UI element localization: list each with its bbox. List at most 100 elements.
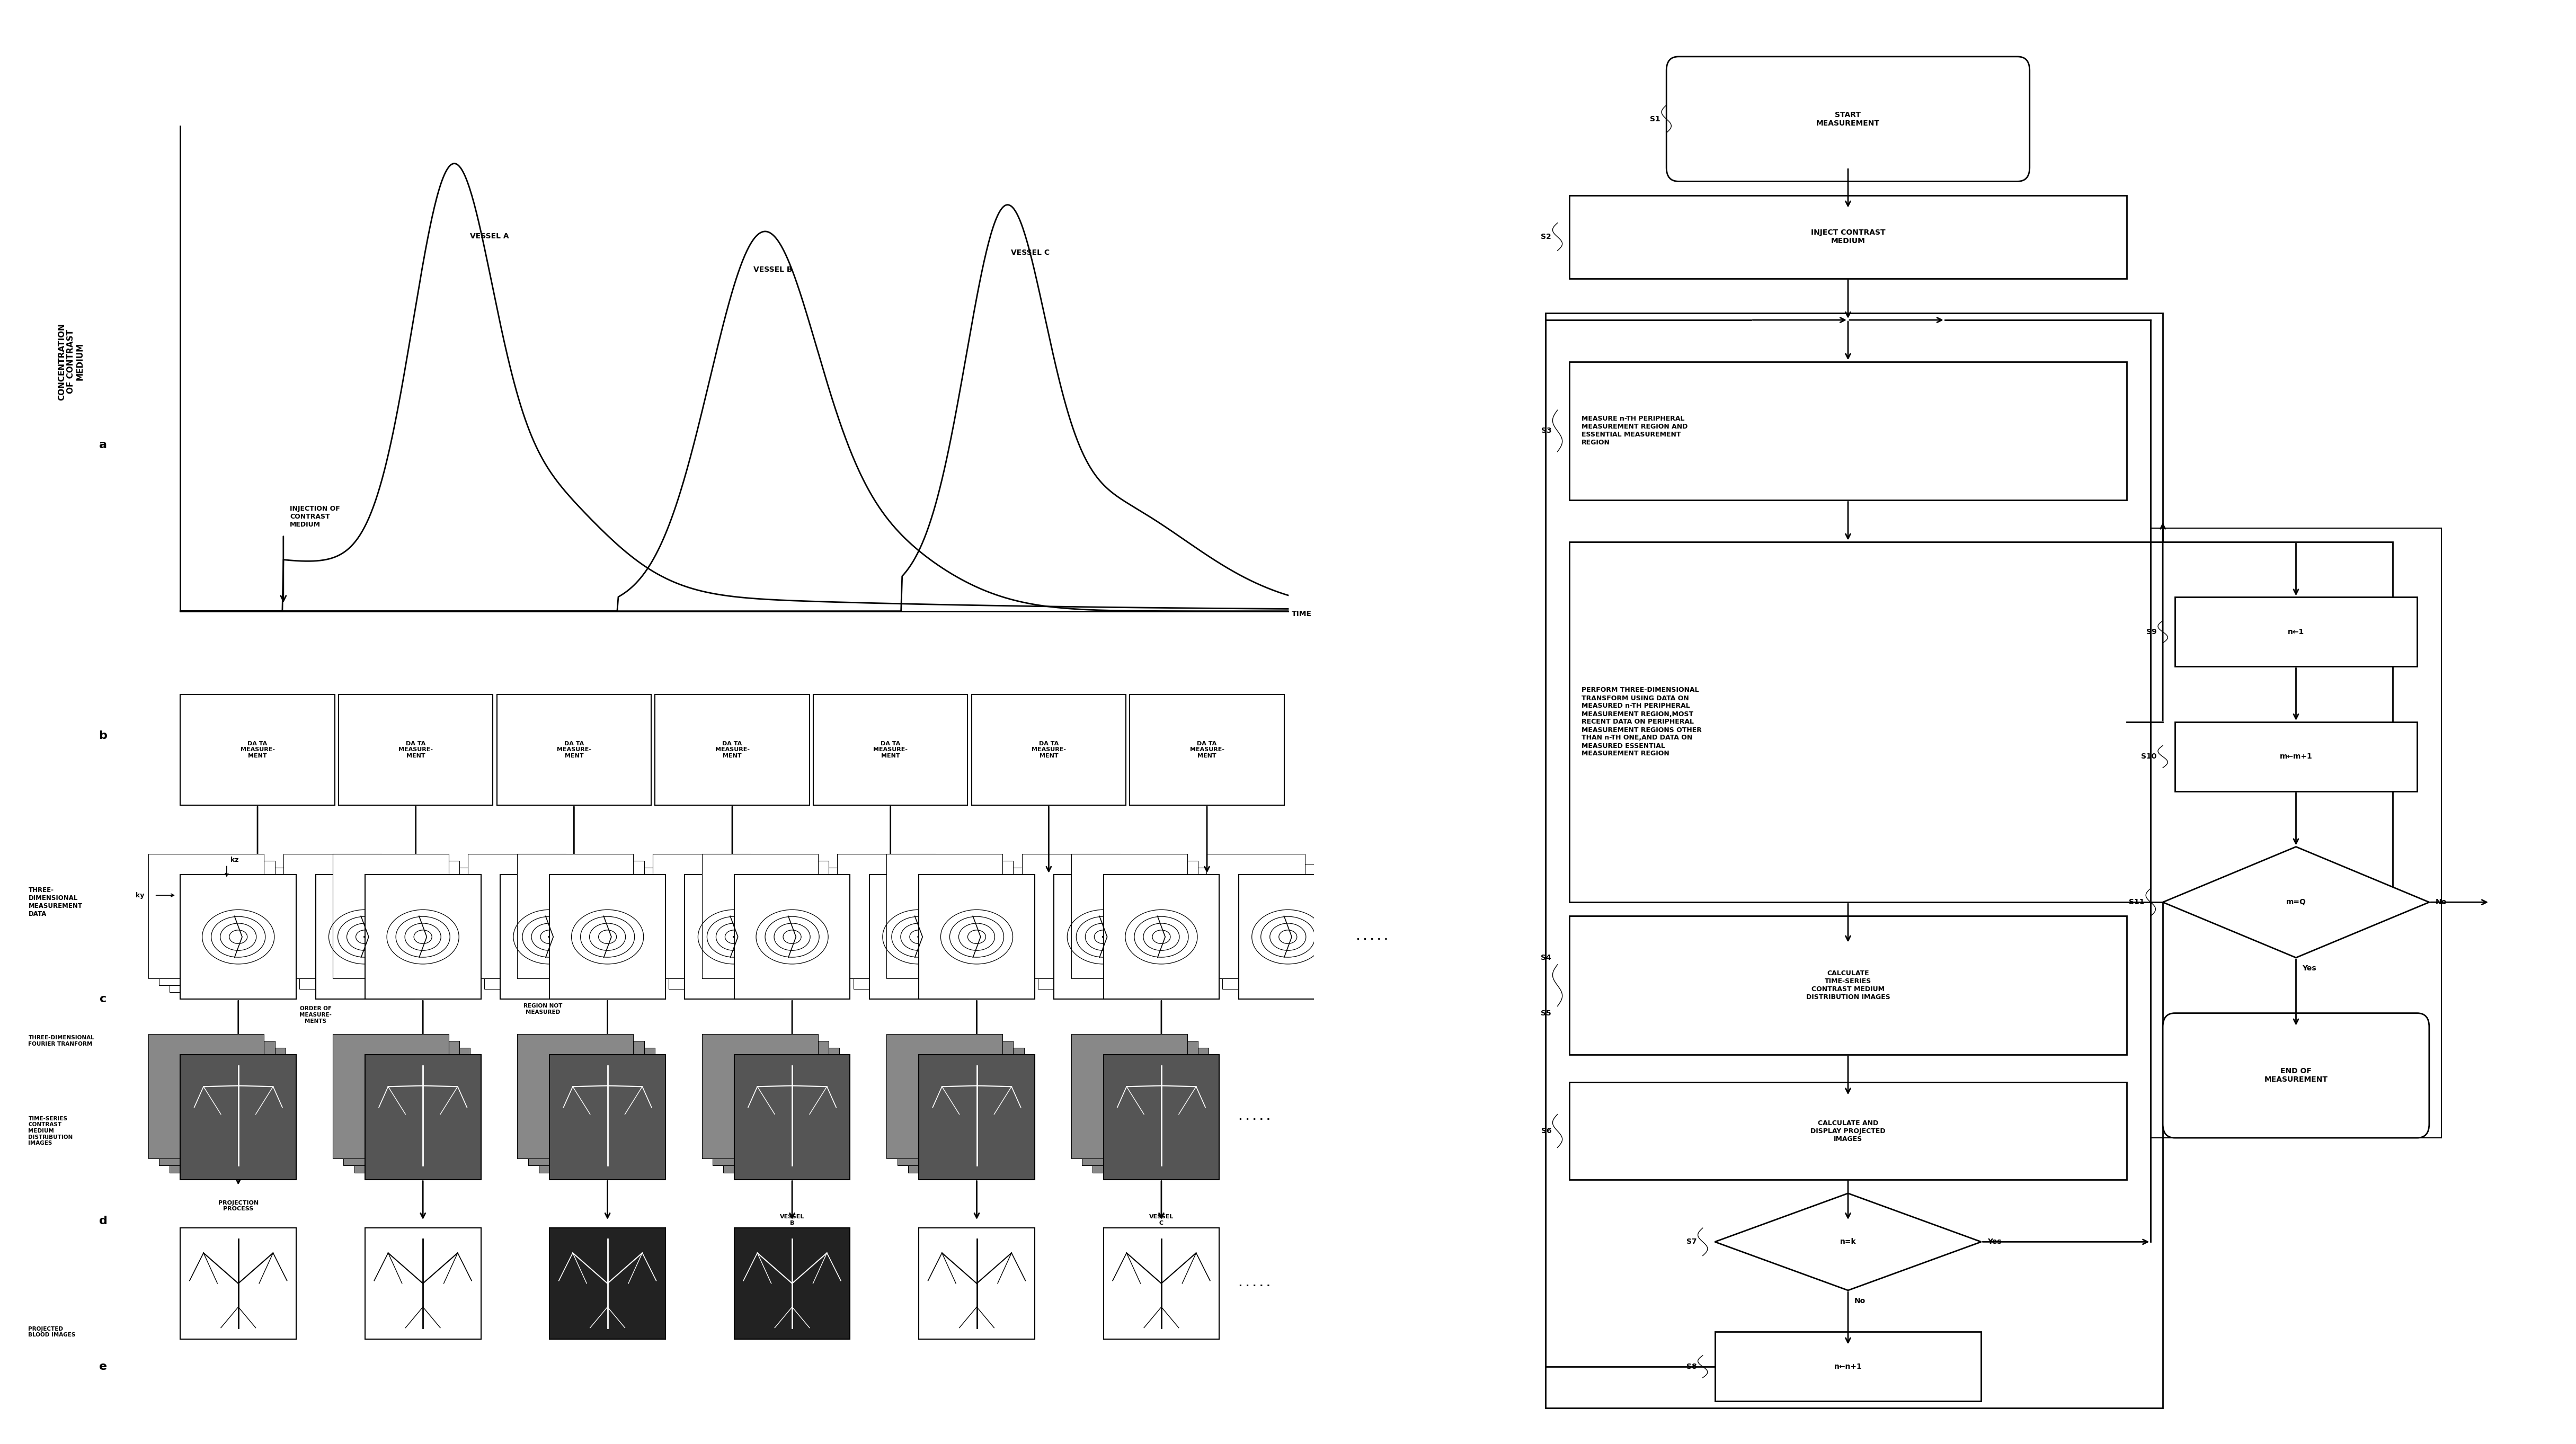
Bar xyxy=(2151,529,2442,1138)
Bar xyxy=(1023,853,1121,979)
Bar xyxy=(366,875,482,999)
Bar xyxy=(149,1034,265,1158)
Text: a: a xyxy=(98,439,108,451)
Bar xyxy=(1103,1054,1218,1180)
Bar xyxy=(1224,864,1321,989)
Bar xyxy=(180,695,335,806)
Bar xyxy=(180,1227,296,1339)
Text: REGION NOT
MEASURED: REGION NOT MEASURED xyxy=(523,1004,562,1015)
Bar xyxy=(180,1054,296,1180)
Text: n←1: n←1 xyxy=(2287,628,2306,635)
Bar xyxy=(1103,875,1218,999)
Bar xyxy=(317,875,415,999)
Text: S8: S8 xyxy=(1687,1363,1698,1370)
Bar xyxy=(1082,1041,1198,1165)
Text: DA TA
MEASURE-
MENT: DA TA MEASURE- MENT xyxy=(1030,741,1066,758)
Bar xyxy=(886,1034,1002,1158)
Bar xyxy=(1569,542,2393,902)
Text: START
MEASUREMENT: START MEASUREMENT xyxy=(1816,111,1880,127)
Bar xyxy=(2174,722,2416,791)
Text: VESSEL C: VESSEL C xyxy=(1010,248,1051,257)
Bar xyxy=(871,875,969,999)
Bar xyxy=(337,695,492,806)
Polygon shape xyxy=(2164,846,2429,957)
Polygon shape xyxy=(1716,1193,1981,1291)
Text: Yes: Yes xyxy=(2303,965,2316,972)
Text: VESSEL
C: VESSEL C xyxy=(1149,944,1175,956)
Bar xyxy=(701,853,819,979)
Bar xyxy=(355,1048,471,1173)
Text: d: d xyxy=(98,1216,108,1226)
Bar xyxy=(343,861,459,985)
Text: c: c xyxy=(100,993,106,1005)
Text: CALCULATE AND
DISPLAY PROJECTED
IMAGES: CALCULATE AND DISPLAY PROJECTED IMAGES xyxy=(1811,1119,1886,1142)
Bar xyxy=(1131,695,1285,806)
Bar xyxy=(814,695,969,806)
Text: S6: S6 xyxy=(1540,1128,1551,1135)
Bar xyxy=(170,868,286,992)
Bar xyxy=(538,868,654,992)
FancyBboxPatch shape xyxy=(1667,56,2030,182)
Text: THREE-DIMENSIONAL
FOURIER TRANFORM: THREE-DIMENSIONAL FOURIER TRANFORM xyxy=(28,1035,95,1047)
Text: PERFORM THREE-DIMENSIONAL
TRANSFORM USING DATA ON
MEASURED n-TH PERIPHERAL
MEASU: PERFORM THREE-DIMENSIONAL TRANSFORM USIN… xyxy=(1582,687,1703,757)
Text: m=Q: m=Q xyxy=(2285,898,2306,905)
Text: VESSEL
A: VESSEL A xyxy=(443,957,466,969)
Bar xyxy=(1546,313,2164,1408)
Text: S2: S2 xyxy=(1540,232,1551,241)
Bar xyxy=(1072,1034,1188,1158)
Bar xyxy=(1206,853,1306,979)
Bar xyxy=(528,1041,644,1165)
Bar xyxy=(920,875,1036,999)
Text: DA TA
MEASURE-
MENT: DA TA MEASURE- MENT xyxy=(716,741,750,758)
Text: INJECT CONTRAST
MEDIUM: INJECT CONTRAST MEDIUM xyxy=(1811,228,1886,245)
Text: END OF
MEASUREMENT: END OF MEASUREMENT xyxy=(2264,1067,2329,1083)
Bar xyxy=(896,1041,1012,1165)
Text: b: b xyxy=(98,731,108,741)
Bar xyxy=(1569,195,2128,279)
Bar xyxy=(518,853,634,979)
Bar xyxy=(909,1048,1025,1173)
Bar xyxy=(497,695,652,806)
Bar xyxy=(886,853,1002,979)
Bar xyxy=(484,864,582,989)
Bar xyxy=(366,1227,482,1339)
Bar xyxy=(1092,868,1208,992)
Bar xyxy=(685,875,783,999)
Text: VESSEL
C: VESSEL C xyxy=(1149,1214,1175,1226)
Text: CONCENTRATION
OF CONTRAST
MEDIUM: CONCENTRATION OF CONTRAST MEDIUM xyxy=(57,323,85,400)
Bar xyxy=(853,864,953,989)
Bar xyxy=(1569,361,2128,500)
Text: S3: S3 xyxy=(1540,427,1551,435)
Text: DA TA
MEASURE-
MENT: DA TA MEASURE- MENT xyxy=(240,741,276,758)
Bar xyxy=(1082,861,1198,985)
Bar xyxy=(332,853,448,979)
Text: VESSEL
B: VESSEL B xyxy=(781,1214,804,1226)
Text: CALCULATE
TIME-SERIES
CONTRAST MEDIUM
DISTRIBUTION IMAGES: CALCULATE TIME-SERIES CONTRAST MEDIUM DI… xyxy=(1806,970,1891,1001)
Text: S1: S1 xyxy=(1649,116,1662,123)
Text: e: e xyxy=(98,1362,108,1372)
Text: DA TA
MEASURE-
MENT: DA TA MEASURE- MENT xyxy=(399,741,433,758)
Bar xyxy=(670,864,768,989)
Bar xyxy=(149,853,265,979)
Text: DA TA
MEASURE-
MENT: DA TA MEASURE- MENT xyxy=(556,741,592,758)
Bar xyxy=(160,861,276,985)
Bar xyxy=(714,861,829,985)
Bar xyxy=(170,1048,286,1173)
Text: TIME-SERIES
CONTRAST
MEDIUM
DISTRIBUTION
IMAGES: TIME-SERIES CONTRAST MEDIUM DISTRIBUTION… xyxy=(28,1116,72,1147)
Bar xyxy=(549,1227,665,1339)
Bar xyxy=(160,1041,276,1165)
Bar xyxy=(734,1227,850,1339)
Text: VESSEL A: VESSEL A xyxy=(469,232,510,240)
Bar xyxy=(701,1034,819,1158)
Bar xyxy=(652,853,752,979)
Bar xyxy=(896,861,1012,985)
Text: S11: S11 xyxy=(2128,898,2146,905)
Bar xyxy=(837,853,935,979)
Bar xyxy=(366,1054,482,1180)
Bar xyxy=(1072,853,1188,979)
Text: n=k: n=k xyxy=(1839,1238,1857,1246)
Bar xyxy=(180,875,296,999)
Text: S9: S9 xyxy=(2146,628,2156,635)
Text: . . . . .: . . . . . xyxy=(1358,931,1388,941)
Bar xyxy=(355,868,471,992)
